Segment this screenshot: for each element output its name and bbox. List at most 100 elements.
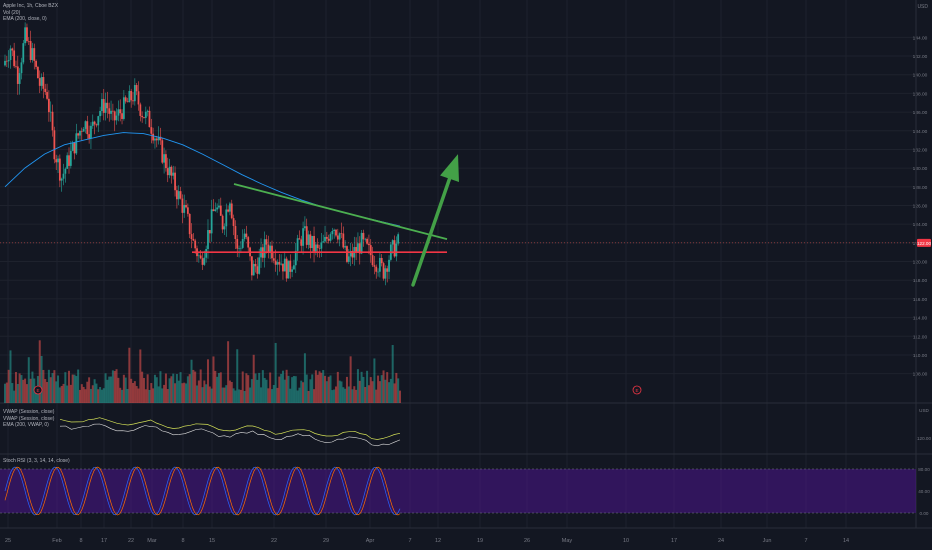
breakout-arrow-head[interactable] <box>440 154 459 182</box>
candle-body <box>320 242 323 249</box>
volume-bar <box>228 380 231 403</box>
volume-bar <box>345 376 348 403</box>
candle-body <box>75 133 78 154</box>
candle-body <box>397 234 400 244</box>
candle-body <box>86 121 89 135</box>
volume-bar <box>7 369 10 403</box>
candle-body <box>272 258 275 261</box>
candle-body <box>307 234 310 245</box>
candle-body <box>393 240 396 257</box>
volume-bar <box>108 376 111 403</box>
candle-body <box>97 116 100 126</box>
volume-bar <box>66 385 69 403</box>
candle-body <box>163 154 165 163</box>
volume-bar <box>331 390 334 403</box>
stoch-rsi-indicator-label[interactable]: Stoch RSI (3, 3, 14, 14, close) <box>3 458 70 464</box>
volume-bar <box>135 386 138 403</box>
stoch-legend: Stoch RSI (3, 3, 14, 14, close) <box>3 458 70 465</box>
candle-body <box>49 111 52 113</box>
volume-bar <box>35 390 38 403</box>
candle-body <box>327 238 330 241</box>
volume-bar <box>119 387 122 403</box>
volume-bar <box>373 358 376 403</box>
volume-bar <box>164 373 167 403</box>
candle-body <box>46 92 48 99</box>
candle-body <box>155 138 158 141</box>
volume-bar <box>334 386 337 403</box>
candle-body <box>362 232 365 240</box>
candle-body <box>165 154 167 169</box>
candle-body <box>24 27 27 44</box>
candle-body <box>208 230 211 234</box>
candle-body <box>331 231 334 235</box>
volume-bar <box>247 375 250 403</box>
time-axis-label: 8 <box>79 538 82 544</box>
stoch-axis-label: 80.00 <box>918 467 930 472</box>
volume-bar <box>355 389 358 403</box>
earnings-event-marker[interactable] <box>33 385 43 395</box>
volume-bar <box>358 380 361 403</box>
candle-body <box>289 260 292 272</box>
candle-body <box>278 262 281 265</box>
candle-body <box>247 237 250 248</box>
price-axis-label: 108.00 <box>913 372 928 378</box>
volume-bar <box>51 373 54 403</box>
volume-bar <box>22 379 25 403</box>
ema-indicator-label[interactable]: EMA (200, close, 0) <box>3 16 47 22</box>
volume-bar <box>27 357 30 403</box>
volume-bar <box>243 390 246 403</box>
volume-bar <box>205 384 208 403</box>
volume-bar <box>314 370 317 403</box>
candle-body <box>282 263 284 272</box>
candle-body <box>159 136 162 141</box>
volume-bar <box>95 383 98 403</box>
candle-body <box>234 225 237 240</box>
time-axis-label: 17 <box>671 538 677 544</box>
candle-body <box>358 243 361 254</box>
candle-body <box>280 263 283 265</box>
volume-bar <box>57 375 60 403</box>
stoch-d-line <box>4 466 401 516</box>
candle-body <box>64 168 67 174</box>
volume-bar <box>11 383 14 403</box>
candle-body <box>77 133 80 136</box>
candle-body <box>258 257 261 274</box>
candle-body <box>47 98 50 113</box>
breakout-arrow-shaft[interactable] <box>411 176 452 287</box>
earnings-event-marker[interactable] <box>632 385 642 395</box>
volume-bar <box>349 356 352 403</box>
candle-body <box>304 226 306 229</box>
candle-body <box>181 198 184 213</box>
candle-body <box>166 168 169 176</box>
volume-bar <box>42 369 45 403</box>
vwap-indicator-label[interactable]: VWAP (Session, close) <box>3 409 55 415</box>
time-axis-label: Jun <box>763 538 772 544</box>
volume-bar <box>280 373 283 403</box>
volume-bar <box>29 378 32 403</box>
volume-bar <box>258 372 261 403</box>
volume-bar <box>270 389 273 403</box>
candle-body <box>298 238 301 240</box>
volume-bar <box>163 384 166 403</box>
volume-bar <box>305 374 308 403</box>
candle-body <box>170 166 173 176</box>
volume-bar <box>68 370 71 403</box>
candle-body <box>71 142 74 151</box>
volume-bar <box>31 371 34 403</box>
symbol-title[interactable]: Apple Inc, 1h, Cboe BZX <box>3 3 59 9</box>
vwap-indicator-label-2[interactable]: VWAP (Session, close) <box>3 415 55 422</box>
candle-body <box>329 234 332 241</box>
candle-body <box>291 269 294 272</box>
volume-bar <box>177 380 180 403</box>
time-axis-label: 24 <box>718 538 724 544</box>
candle-body <box>148 110 151 128</box>
price-axis-label: 136.00 <box>913 110 928 116</box>
vwap-ema-indicator-label[interactable]: EMA (200, VWAP, 0) <box>3 422 49 428</box>
volume-bar <box>267 388 270 403</box>
volume-bar <box>121 389 124 403</box>
volume-indicator-label[interactable]: Vol (20) <box>3 9 21 16</box>
volume-bar <box>260 387 263 403</box>
resistance-trendline[interactable] <box>233 183 448 241</box>
volume-bar <box>329 375 332 403</box>
